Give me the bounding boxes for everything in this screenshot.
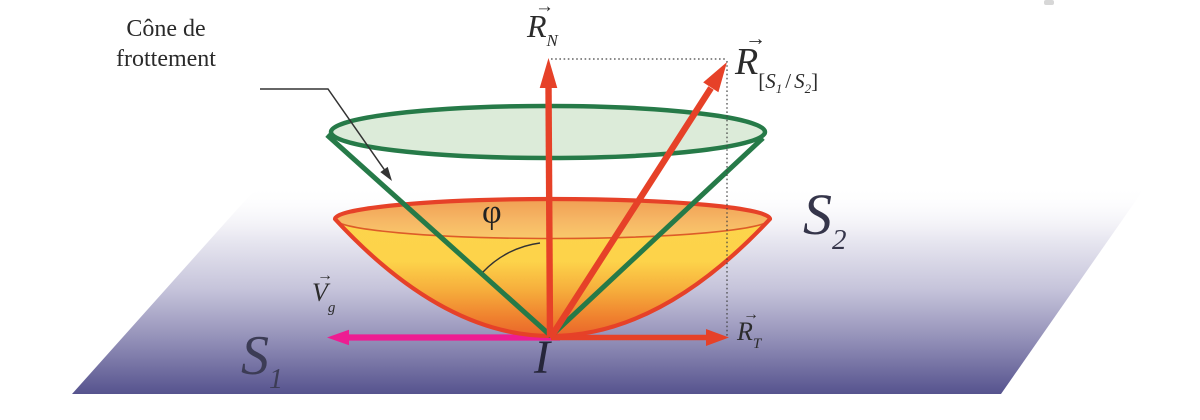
RT-subscript: T [752,336,762,352]
friction-cone-caption-line2: frottement [116,46,216,72]
vector-RN-label: → RN [527,0,558,50]
RS1S2-separator: / [785,69,792,93]
RN-subscript: N [546,31,558,50]
RS1S2-bracket-open: [ [758,69,766,93]
vector-arrow-icon: → [745,26,766,50]
Vg-subscript: g [327,300,336,316]
caption-leader-line [260,88,387,173]
friction-cone-caption-line1: Cône de [126,16,206,42]
RS1S2-bracket-close: ] [811,69,819,93]
vector-RN-shaft [545,83,554,338]
S2-subscript: 2 [832,224,847,256]
cropped-text-artifact [1044,0,1054,5]
vector-arrow-icon: → [535,0,554,17]
vector-RS1S2-shaft [548,86,714,339]
vector-RS1S2-arrowhead-icon [703,62,727,93]
Vg-letter: V [312,278,328,307]
friction-cone-side-left [325,133,553,338]
RN-letter: R [527,8,547,44]
phi-angle-arc [482,242,541,273]
RS1S2-letter: R [735,41,759,83]
vector-arrow-icon: → [317,267,333,284]
vector-Vg-arrowhead-icon [327,329,349,346]
RS1S2-s2-sub: 2 [804,81,812,96]
solid-S1-label: S1 [241,324,283,395]
RS1S2-s1: S [765,69,776,93]
vector-RT-label: → RT [737,307,761,353]
contact-point-I-label: I [534,331,550,384]
vector-Vg-label: → Vg [312,268,335,317]
solid-S2-label: S2 [803,181,847,256]
RS1S2-s2: S [794,69,805,93]
vector-RS1S2-label: → R[S1/S2] [735,28,818,97]
phi-angle-label: φ [482,194,502,231]
vector-RN-arrowhead-icon [539,58,558,88]
S2-letter: S [803,182,832,247]
vector-RT-arrowhead-icon [706,329,729,346]
vector-arrow-icon: → [743,306,759,323]
S1-subscript: 1 [269,364,283,395]
friction-cone-caption: Cône de frottement [84,14,248,74]
friction-cone-side-right [549,136,765,338]
caption-leader-arrowhead-icon [380,166,392,181]
RT-letter: R [737,317,753,346]
S1-letter: S [241,325,269,387]
RS1S2-s1-sub: 1 [775,81,783,96]
